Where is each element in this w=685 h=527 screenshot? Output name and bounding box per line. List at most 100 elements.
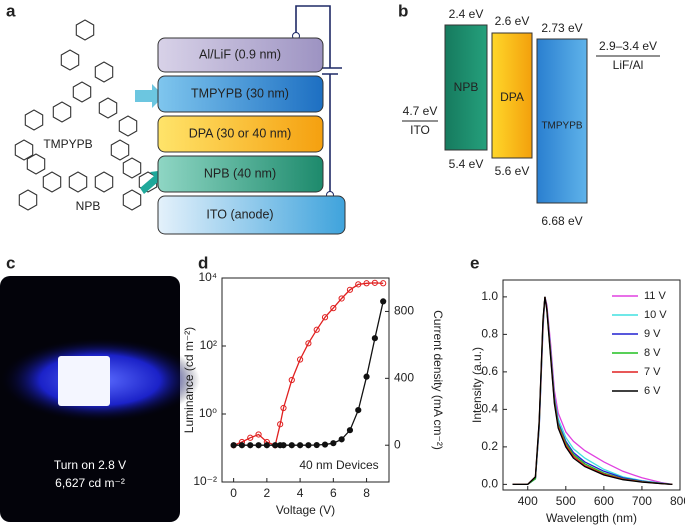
layer [157, 75, 324, 113]
level-label: 5.4 eV [449, 157, 484, 171]
y2-tick-label: 400 [394, 370, 414, 384]
ring [122, 189, 142, 211]
point [288, 442, 295, 449]
y-tick-label: 0.2 [481, 439, 498, 453]
arrow [135, 84, 164, 108]
ring [75, 19, 95, 41]
point [272, 442, 279, 449]
panel-label: c [6, 253, 15, 272]
layer [157, 155, 324, 193]
point [305, 442, 312, 449]
point [288, 376, 295, 384]
y-tick-label: 10⁰ [199, 406, 217, 420]
point [263, 442, 270, 449]
annotation: 40 nm Devices [299, 458, 378, 472]
level-label: 4.7 eV [403, 104, 438, 118]
material-label: DPA [500, 90, 524, 104]
charts: d 0 2 4 6 8 10⁻² 10⁰ 10² 10⁴ 0 400 800 Voltage (V) Lum… [182, 253, 685, 525]
x-tick-label: 500 [556, 494, 576, 508]
level-label: LiF/Al [613, 58, 644, 72]
ring [94, 61, 114, 83]
plot-frame [502, 279, 681, 491]
x-axis-label: Voltage (V) [276, 503, 335, 517]
layer-label: NPB (40 nm) [204, 166, 276, 180]
y-axis-label: Luminance (cd m⁻²) [182, 327, 196, 433]
material-label: TMPYPB [541, 121, 582, 132]
chart: d 0 2 4 6 8 10⁻² 10⁰ 10² 10⁴ 0 400 800 Voltage (V) Lum… [182, 253, 445, 517]
plot-frame [221, 277, 390, 483]
point [247, 442, 254, 449]
energy-level [536, 38, 588, 204]
point [380, 298, 387, 305]
layer-label: Al/LiF (0.9 nm) [199, 47, 281, 61]
layer [157, 115, 324, 153]
molecules [14, 19, 158, 211]
legend-label: 6 V [644, 385, 661, 397]
y-tick-label: 1.0 [481, 289, 498, 303]
point [346, 427, 354, 434]
point [255, 442, 262, 449]
ring [68, 171, 88, 193]
point [338, 295, 345, 302]
x-tick-label: 700 [632, 494, 652, 508]
point [363, 280, 370, 287]
energy-level [491, 32, 533, 159]
y-tick-label: 0.4 [481, 402, 498, 416]
point [363, 373, 370, 380]
level-label: 2.6 eV [495, 14, 530, 28]
molecule-label: TMPYPB [43, 137, 92, 151]
panel-label: e [470, 253, 479, 272]
ring [42, 171, 62, 193]
y2-axis-label: Current density (mA cm⁻²) [431, 310, 445, 450]
point [255, 431, 262, 438]
point [305, 340, 312, 347]
y2-tick-label: 800 [394, 304, 414, 318]
caption: 6,627 cd m⁻² [55, 476, 125, 490]
point [321, 441, 329, 448]
series-line [233, 301, 384, 446]
panel-label: b [398, 1, 408, 20]
point [330, 440, 337, 447]
x-tick-label: 600 [594, 494, 614, 508]
y-axis-label: Intensity (a.u.) [470, 347, 484, 423]
material-label: NPB [454, 80, 479, 94]
x-tick-label: 2 [264, 486, 271, 500]
point [371, 279, 378, 286]
y-tick-label: 10⁻² [193, 474, 217, 488]
point [346, 286, 354, 293]
layer-label: ITO (anode) [206, 207, 273, 221]
point [380, 280, 387, 287]
level-label: 5.6 eV [495, 164, 530, 178]
point [277, 421, 284, 428]
y-tick-label: 10⁴ [198, 270, 217, 284]
layer [157, 37, 324, 73]
level-label: 2.73 eV [541, 21, 582, 35]
ring [98, 97, 118, 119]
y-tick-label: 0.8 [481, 327, 498, 341]
x-tick-label: 4 [297, 486, 304, 500]
series-line [233, 282, 384, 447]
ring [94, 171, 114, 193]
legend-label: 10 V [644, 309, 667, 321]
y2-tick-label: 0 [394, 437, 401, 451]
point [296, 356, 304, 363]
point [330, 305, 337, 312]
x-tick-label: 6 [330, 486, 337, 500]
chart: e 400 500 600 700 800 0.0 0.2 0.4 0.6 0.8 1.0 Wavele… [470, 253, 685, 525]
point [371, 335, 378, 342]
ring [122, 157, 142, 179]
series-line [512, 296, 673, 486]
ring [60, 49, 80, 71]
point [247, 434, 254, 441]
ring [18, 189, 38, 211]
point [296, 442, 304, 449]
y-tick-label: 0.6 [481, 364, 498, 378]
point [355, 406, 362, 414]
layer-label: DPA (30 or 40 nm) [189, 126, 292, 140]
layer-label: TMPYPB (30 nm) [191, 86, 289, 100]
point [338, 436, 345, 443]
y-tick-label: 0.0 [481, 477, 498, 491]
level-label: 6.68 eV [541, 214, 582, 228]
level-label: ITO [410, 123, 430, 137]
